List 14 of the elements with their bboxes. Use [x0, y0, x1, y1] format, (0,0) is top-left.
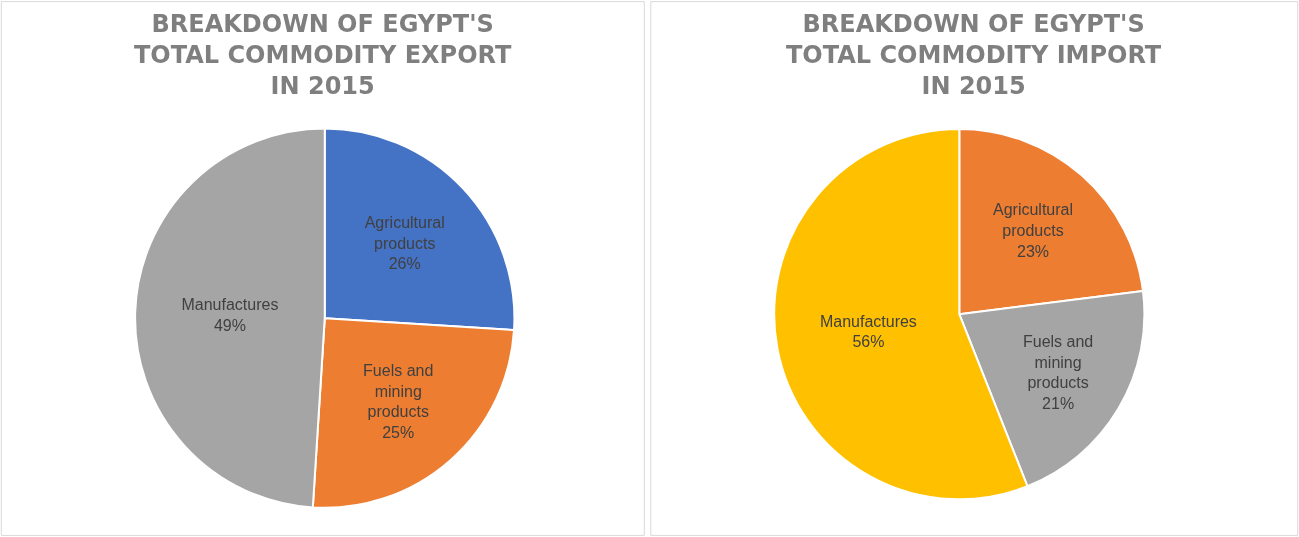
slice-label: Fuels and mining products — [363, 361, 434, 421]
slice-label: Manufactures — [181, 296, 279, 314]
data-label: 21% — [1042, 395, 1075, 413]
chart-title: BREAKDOWN OF EGYPT'S TOTAL COMMODITY EXPORT IN 2015 — [134, 10, 512, 101]
data-label: 49% — [213, 317, 246, 335]
data-label: 56% — [852, 333, 885, 351]
data-label: 23% — [1016, 242, 1050, 260]
slice-label: Fuels and mining products — [1022, 332, 1094, 392]
slice-label: Manufactures — [819, 312, 917, 330]
chart-title: BREAKDOWN OF EGYPT'S TOTAL COMMODITY IMPORT IN 2015 — [786, 10, 1162, 101]
slice-label: Agricultural products — [992, 201, 1074, 240]
data-label: 25% — [382, 424, 415, 442]
slice-label: Agricultural products — [364, 213, 445, 252]
data-label: 26% — [388, 255, 421, 273]
